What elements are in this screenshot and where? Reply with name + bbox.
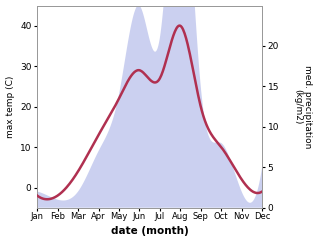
Y-axis label: max temp (C): max temp (C) [5, 76, 15, 138]
X-axis label: date (month): date (month) [111, 227, 189, 236]
Y-axis label: med. precipitation
(kg/m2): med. precipitation (kg/m2) [293, 65, 313, 148]
